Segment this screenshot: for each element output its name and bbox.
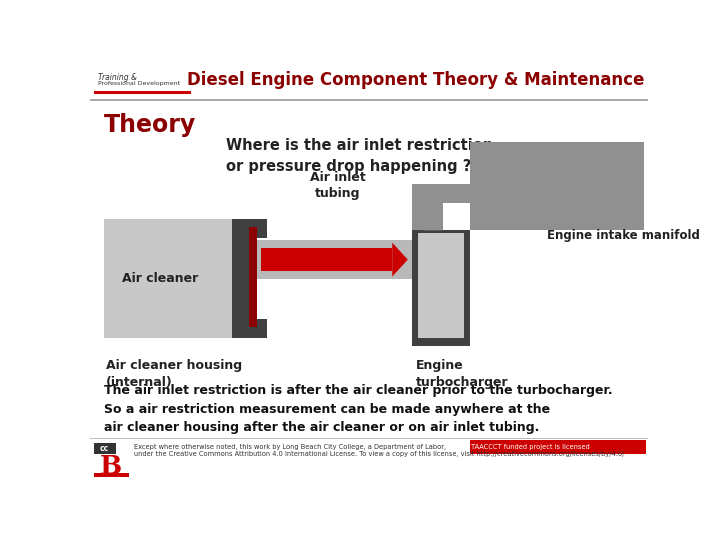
Bar: [90, 438, 648, 439]
Bar: [90, 99, 648, 101]
Bar: [261, 248, 392, 271]
Bar: [94, 91, 191, 94]
Bar: [256, 240, 412, 279]
Text: Air cleaner: Air cleaner: [122, 272, 198, 285]
Bar: [418, 233, 464, 338]
Bar: [469, 440, 647, 454]
Bar: [412, 215, 469, 346]
Text: Except where otherwise noted, this work by Long Beach City College, a Department: Except where otherwise noted, this work …: [134, 444, 446, 450]
Bar: [90, 65, 648, 99]
Bar: [232, 219, 249, 338]
Text: Engine intake manifold: Engine intake manifold: [547, 230, 700, 242]
Bar: [90, 438, 648, 481]
Bar: [232, 219, 266, 238]
Bar: [94, 455, 129, 477]
Text: Air cleaner housing
(internal): Air cleaner housing (internal): [106, 359, 242, 389]
Text: Where is the air inlet restriction
or pressure drop happening ?: Where is the air inlet restriction or pr…: [225, 138, 493, 174]
Bar: [412, 184, 469, 231]
Bar: [90, 101, 648, 438]
Bar: [443, 204, 469, 231]
Text: TAACCCT funded project is licensed: TAACCCT funded project is licensed: [472, 444, 590, 450]
Bar: [94, 68, 191, 92]
Bar: [469, 142, 644, 231]
Text: Air inlet
tubing: Air inlet tubing: [310, 171, 366, 200]
Polygon shape: [423, 184, 469, 231]
Text: Professional Development: Professional Development: [98, 81, 180, 86]
Text: Theory: Theory: [104, 112, 196, 137]
Bar: [412, 215, 493, 231]
Text: under the Creative Commons Attribution 4.0 International License. To view a copy: under the Creative Commons Attribution 4…: [134, 451, 624, 457]
Text: The air inlet restriction is after the air cleaner prior to the turbocharger.
So: The air inlet restriction is after the a…: [104, 384, 613, 434]
Text: B: B: [100, 454, 122, 479]
Bar: [94, 443, 116, 454]
Text: Diesel Engine Component Theory & Maintenance: Diesel Engine Component Theory & Mainten…: [186, 71, 644, 89]
Bar: [249, 226, 256, 327]
Bar: [232, 319, 266, 338]
Text: cc: cc: [100, 444, 109, 453]
Bar: [104, 219, 249, 338]
Polygon shape: [392, 242, 408, 276]
Bar: [94, 473, 129, 477]
Text: Engine
turbocharger: Engine turbocharger: [415, 359, 508, 389]
Text: Training &: Training &: [98, 72, 137, 82]
Bar: [469, 165, 644, 184]
